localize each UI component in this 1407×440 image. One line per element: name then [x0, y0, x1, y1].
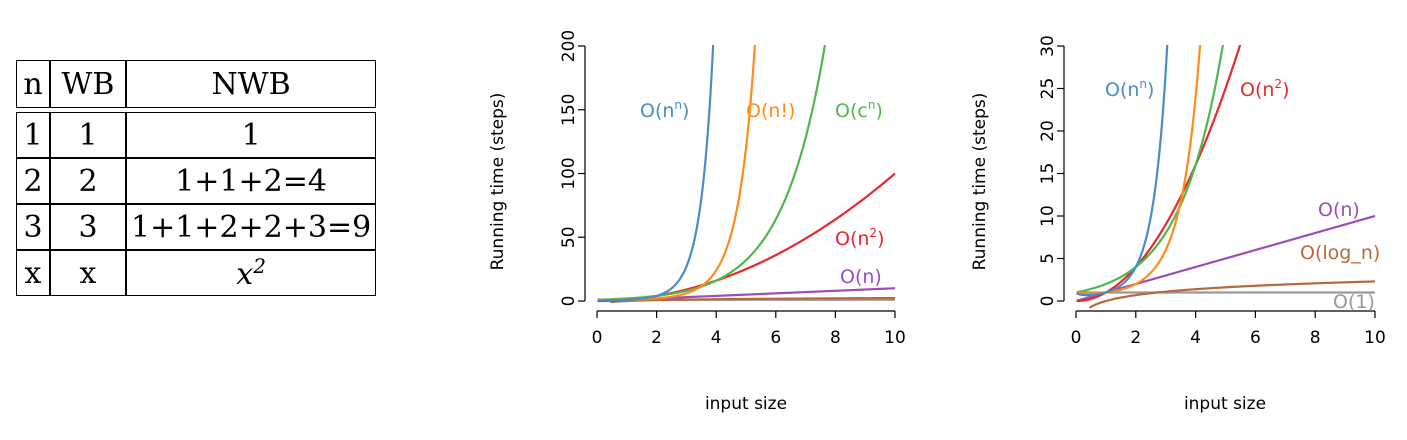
series-label-nn: O(nn)	[1105, 77, 1154, 101]
series-label-fact: O(n!)	[746, 100, 795, 122]
table-cell: 1	[126, 112, 377, 158]
y-tick-label: 10	[1038, 205, 1058, 227]
chart-2: 0 2 4 6 8 10 0 5 10 15 20 25 30 input size Running tim…	[970, 35, 1386, 414]
series-line-log	[610, 296, 896, 304]
x-tick-label: 4	[1190, 328, 1201, 348]
x-tick-label: 0	[592, 328, 603, 348]
series-line-fact	[597, 45, 756, 301]
series-label-superscript: n	[674, 98, 682, 112]
table-header-row: n WB NWB	[16, 60, 377, 108]
header-cell-nwb: NWB	[126, 60, 377, 108]
table-cell: x	[50, 250, 126, 296]
series-label-main: O(log_n)	[1300, 242, 1380, 264]
x-tick-label: 2	[1130, 328, 1141, 348]
series-label-main: O(n!)	[746, 100, 795, 122]
x-tick-label: 2	[651, 328, 662, 348]
y-tick-label: 5	[1038, 253, 1058, 264]
y-tick-label: 150	[559, 94, 579, 126]
table-cell: 2	[50, 158, 126, 204]
series-label-sq: O(n2)	[835, 226, 884, 250]
series-label-sq: O(n2)	[1240, 77, 1289, 101]
x-axis-title: input size	[1184, 394, 1266, 414]
series-line-lin	[1076, 214, 1376, 302]
series-label-main: O(1)	[1333, 291, 1375, 313]
series-line-log	[1088, 280, 1376, 309]
x-tick-label: 4	[711, 328, 722, 348]
series-line-exp	[1076, 45, 1224, 294]
series-line-fact	[1076, 45, 1202, 295]
table-cell-x-squared: x2	[126, 250, 377, 296]
header-cell-wb: WB	[50, 60, 126, 108]
series-label-close: )	[1282, 79, 1289, 101]
y-tick-label: 25	[1038, 78, 1058, 100]
table-cell: 3	[16, 204, 50, 250]
table-row: x x x2	[16, 250, 377, 296]
y-axis-title: Running time (steps)	[488, 93, 508, 271]
exponent-text: 2	[253, 254, 266, 278]
table-cell: 1+1+2+2+3=9	[126, 204, 377, 250]
table-row: 2 2 1+1+2=4	[16, 158, 377, 204]
series-label-main: O(c	[835, 100, 868, 122]
series-label-main: O(n	[1240, 79, 1274, 101]
series-label-main: O(n	[640, 100, 674, 122]
table-cell: 2	[16, 158, 50, 204]
y-axis-title: Running time (steps)	[970, 93, 990, 271]
y-tick-label: 0	[559, 296, 579, 307]
series-label-superscript: 2	[1274, 77, 1282, 91]
x-tick-label: 8	[830, 328, 841, 348]
table-cell: 1	[16, 112, 50, 158]
y-tick-label: 15	[1038, 163, 1058, 185]
base-text: x	[236, 257, 254, 292]
x-tick-label: 10	[884, 328, 906, 348]
series-line-exp	[597, 45, 827, 301]
y-tick-label: 50	[559, 226, 579, 248]
series-label-lin: O(n)	[1318, 199, 1360, 221]
y-tick-label: 30	[1038, 35, 1058, 57]
nwb-table-container: n WB NWB 1 1 1 2 2 1+1+2=4 3 3 1+1+2+2+3…	[16, 60, 377, 296]
series-label-close: )	[877, 228, 884, 250]
series-label-close: )	[875, 100, 882, 122]
series-label-main: O(n)	[840, 266, 882, 288]
series-label-superscript: 2	[869, 226, 877, 240]
y-tick-label: 100	[559, 157, 579, 189]
table-cell: x	[16, 250, 50, 296]
table-cell: 1+1+2=4	[126, 158, 377, 204]
x-tick-label: 6	[1250, 328, 1261, 348]
y-tick-label: 0	[1038, 296, 1058, 307]
series-label-lin: O(n)	[840, 266, 882, 288]
y-tick-label: 200	[559, 30, 579, 62]
series-line-nn	[1076, 45, 1169, 297]
series-label-close: )	[682, 100, 689, 122]
table-row: 3 3 1+1+2+2+3=9	[16, 204, 377, 250]
x-tick-label: 8	[1310, 328, 1321, 348]
series-line-nn	[597, 45, 715, 302]
series-label-nn: O(nn)	[640, 98, 689, 122]
series-label-const: O(1)	[1333, 291, 1375, 313]
x-tick-label: 10	[1364, 328, 1386, 348]
y-tick-label: 20	[1038, 120, 1058, 142]
x-tick-label: 0	[1071, 328, 1082, 348]
header-cell-n: n	[16, 60, 50, 108]
series-label-superscript: n	[1139, 77, 1147, 91]
table-cell: 1	[50, 112, 126, 158]
series-label-superscript: n	[868, 98, 876, 112]
series-label-main: O(n	[1105, 79, 1139, 101]
series-label-exp: O(cn)	[835, 98, 883, 122]
series-label-main: O(n	[835, 228, 869, 250]
table-cell: 3	[50, 204, 126, 250]
series-label-log: O(log_n)	[1300, 242, 1380, 264]
nwb-table: n WB NWB 1 1 1 2 2 1+1+2=4 3 3 1+1+2+2+3…	[16, 60, 377, 296]
x-axis-title: input size	[705, 394, 787, 414]
series-label-main: O(n)	[1318, 199, 1360, 221]
table-row: 1 1 1	[16, 112, 377, 158]
x-tick-label: 6	[770, 328, 781, 348]
series-label-close: )	[1147, 79, 1154, 101]
